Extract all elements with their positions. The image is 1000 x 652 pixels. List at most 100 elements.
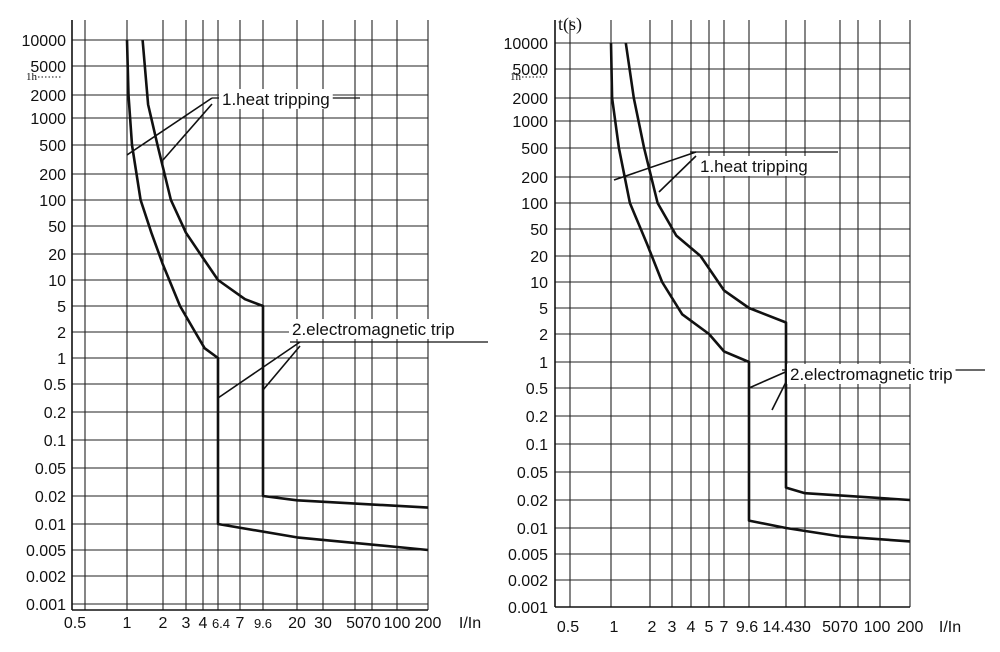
x-tick-label: 100 [864, 619, 891, 636]
y-tick-label: 500 [39, 138, 66, 155]
y-tick-label: 0.02 [35, 489, 66, 506]
annotation-backdrop [219, 89, 333, 109]
trip-curve-1 [125, 39, 429, 552]
x-tick-label: 4 [687, 619, 696, 636]
y-tick-label: 0.001 [26, 597, 66, 614]
y-tick-label: 20 [530, 249, 548, 266]
y-tick-label: 0.2 [44, 405, 66, 422]
annotation-leader-line [748, 369, 791, 389]
y-tick-label: 2 [57, 325, 66, 342]
annotation-leader-line [217, 341, 301, 399]
x-tick-label: 1 [123, 615, 132, 632]
x-tick-label: 4 [199, 615, 208, 632]
y-tick-label: 20 [48, 247, 66, 264]
x-tick-label: 70 [363, 615, 381, 632]
x-tick-label: 3 [182, 615, 191, 632]
x-tick-label: 70 [840, 619, 858, 636]
x-tick-label: 9.6 [736, 619, 758, 636]
y-tick-label: 0.002 [508, 573, 548, 590]
x-tick-label: 6.4 [212, 616, 230, 631]
annotation: 1.heat tripping [126, 89, 360, 161]
y-tick-label: 100 [39, 193, 66, 210]
y-tick-label: 2000 [30, 88, 66, 105]
y-tick-label: 50 [530, 222, 548, 239]
y-tick-label: 0.001 [508, 600, 548, 617]
x-tick-label: 5 [705, 619, 714, 636]
grid [71, 20, 429, 611]
y-tick-label: 0.005 [26, 543, 66, 560]
one-hour-marker: 1h [26, 71, 38, 83]
y-tick-label: 200 [521, 170, 548, 187]
y-tick-label: 500 [521, 141, 548, 158]
x-tick-label: 30 [314, 615, 332, 632]
y-tick-label: 10000 [504, 36, 549, 53]
annotation-leader-line [613, 151, 697, 181]
annotation-backdrop [787, 364, 956, 384]
chart-right: 10000 5000 2000 1000 500 200 100 50 20 10 5 2 1 0.5 0.… [504, 14, 985, 636]
annotation: 1.heat tripping [613, 151, 838, 193]
x-tick-label: 0.5 [557, 619, 579, 636]
y-tick-label: 5 [57, 299, 66, 316]
y-tick-label: 200 [39, 167, 66, 184]
y-tick-label: 1000 [30, 111, 66, 128]
annotation-leader-line [126, 97, 213, 156]
x-tick-label: 200 [415, 615, 442, 632]
grid [554, 20, 911, 608]
x-axis-label: I/In [459, 615, 481, 632]
x-tick-label: 100 [384, 615, 411, 632]
annotation-leader-line [658, 155, 697, 193]
y-tick-label: 0.01 [35, 517, 66, 534]
y-tick-label: 10 [48, 273, 66, 290]
y-tick-label: 0.005 [508, 547, 548, 564]
y-tick-label: 0.02 [517, 493, 548, 510]
x-tick-label: 1 [610, 619, 619, 636]
y-tick-label: 5000 [512, 62, 548, 79]
y-tick-label: 2000 [512, 91, 548, 108]
y-tick-label: 2 [539, 327, 548, 344]
x-tick-label: 7 [236, 615, 245, 632]
y-tick-label: 0.5 [526, 381, 548, 398]
x-tick-label: 50 [346, 615, 364, 632]
chart-left: 100005000200010005002001005020105210.50.… [22, 20, 488, 632]
x-tick-label: 2 [648, 619, 657, 636]
x-axis-label: I/In [939, 619, 961, 636]
x-tick-label: 14.4 [762, 619, 793, 636]
annotation: 2.electromagnetic trip [217, 319, 488, 399]
y-tick-label: 5 [539, 301, 548, 318]
x-tick-label: 30 [793, 619, 811, 636]
y-tick-label: 10000 [22, 33, 67, 50]
trip-curve-2 [624, 42, 911, 502]
y-tick-label: 1 [57, 351, 66, 368]
annotation-text: 2.electromagnetic trip [790, 365, 953, 384]
y-tick-label: 0.002 [26, 569, 66, 586]
annotation-text: 2.electromagnetic trip [292, 320, 455, 339]
y-tick-label: 5000 [30, 59, 66, 76]
y-tick-label: 100 [521, 196, 548, 213]
x-tick-label: 9.6 [254, 616, 272, 631]
y-tick-label: 0.05 [517, 465, 548, 482]
y-axis-label: t(s) [558, 14, 582, 35]
x-tick-label: 20 [288, 615, 306, 632]
y-tick-label: 1000 [512, 114, 548, 131]
x-tick-label: 0.5 [64, 615, 86, 632]
annotation-backdrop [289, 319, 458, 339]
y-tick-label: 0.2 [526, 409, 548, 426]
y-tick-label: 0.5 [44, 377, 66, 394]
x-tick-label: 3 [668, 619, 677, 636]
y-tick-label: 50 [48, 219, 66, 236]
annotation-leader-line [262, 345, 301, 391]
annotation-text: 1.heat tripping [222, 90, 330, 109]
annotation: 2.electromagnetic trip [748, 364, 985, 411]
annotation-leader-line [162, 103, 213, 161]
x-tick-label: 50 [822, 619, 840, 636]
y-tick-label: 1 [539, 355, 548, 372]
y-tick-label: 0.1 [526, 437, 548, 454]
x-tick-label: 2 [159, 615, 168, 632]
annotation-backdrop [697, 156, 811, 176]
trip-curve-2 [141, 39, 429, 509]
annotation-text: 1.heat tripping [700, 157, 808, 176]
one-hour-marker: 1h [510, 71, 522, 83]
y-tick-label: 0.1 [44, 433, 66, 450]
trip-curve-1 [609, 42, 911, 543]
